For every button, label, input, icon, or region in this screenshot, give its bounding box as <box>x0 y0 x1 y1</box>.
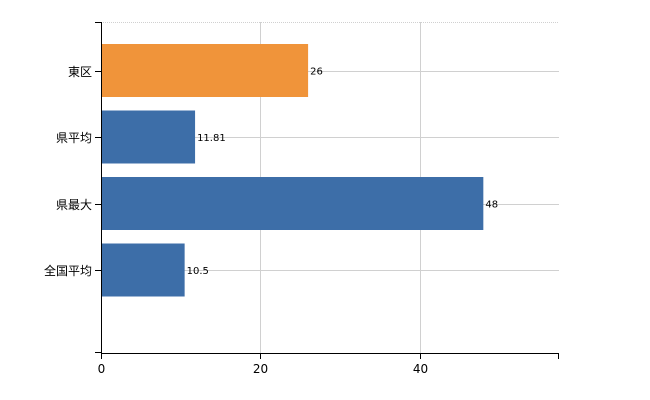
bar-value-label-1: 11.81 <box>197 133 226 144</box>
bar-3 <box>101 243 185 297</box>
bar-2 <box>101 177 484 230</box>
y-tick-label-2: 県最大 <box>56 198 92 212</box>
axes-layer <box>95 22 559 359</box>
y-tick-label-1: 県平均 <box>56 131 92 145</box>
bar-1 <box>101 110 196 164</box>
x-tick-label-1: 20 <box>253 362 268 376</box>
x-tick-label-0: 0 <box>98 362 106 376</box>
bar-value-label-0: 26 <box>310 67 323 78</box>
bars-layer <box>101 44 484 297</box>
bar-value-label-2: 48 <box>485 200 498 211</box>
y-tick-label-3: 全国平均 <box>44 263 92 278</box>
y-tick-label-0: 東区 <box>68 65 92 79</box>
bar-0 <box>101 44 309 97</box>
x-tick-label-2: 40 <box>413 362 428 376</box>
bar-value-label-3: 10.5 <box>187 266 209 277</box>
